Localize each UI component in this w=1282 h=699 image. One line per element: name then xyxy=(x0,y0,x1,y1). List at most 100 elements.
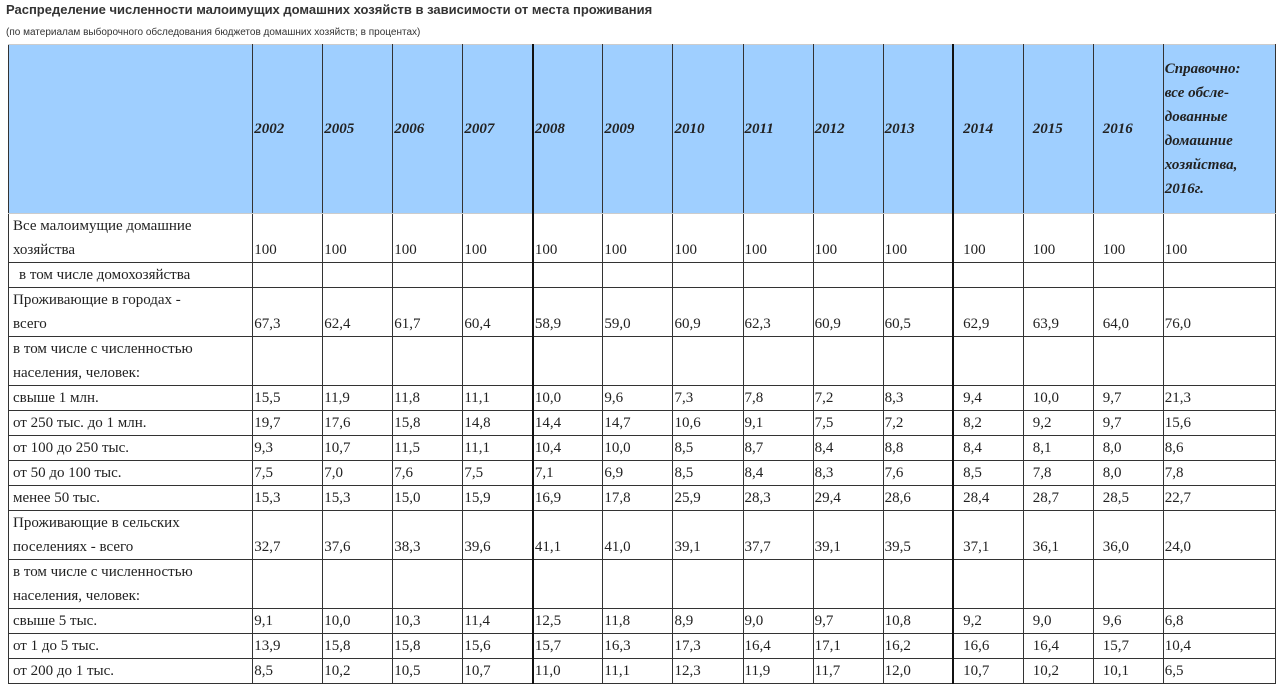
table-row: от 1 до 5 тыс. 13,9 15,8 15,8 15,6 15,7 16,3 17… xyxy=(7,633,1277,659)
value-cell: 10,6 xyxy=(672,410,744,436)
column-header: 2009 xyxy=(602,44,674,214)
value-cell: 11,4 xyxy=(462,608,534,634)
row-label: Проживающие в городах - всего xyxy=(7,287,254,337)
empty-cell xyxy=(812,336,884,386)
column-header: 2008 xyxy=(531,44,604,214)
value-cell: 62,4 xyxy=(322,287,394,337)
empty-cell xyxy=(602,336,674,386)
row-label: Проживающие в сельских поселениях - всег… xyxy=(7,510,254,560)
column-header: 2013 xyxy=(882,44,954,214)
value-cell: 15,8 xyxy=(322,633,394,659)
table-row: в том числе домохозяйства xyxy=(7,262,1277,288)
value-cell: 7,6 xyxy=(392,460,464,486)
value-cell: 16,4 xyxy=(1022,633,1094,659)
value-cell: 8,5 xyxy=(672,460,744,486)
value-cell: 8,8 xyxy=(882,435,954,461)
empty-cell xyxy=(812,559,884,609)
value-cell: 7,8 xyxy=(1022,460,1094,486)
value-cell: 9,3 xyxy=(252,435,324,461)
column-header: 2006 xyxy=(392,44,464,214)
value-cell: 9,7 xyxy=(812,608,884,634)
column-header: 2005 xyxy=(322,44,394,214)
column-header: 2015 xyxy=(1022,44,1094,214)
value-cell: 7,0 xyxy=(322,460,394,486)
empty-cell xyxy=(672,336,744,386)
empty-cell xyxy=(322,262,394,288)
column-header: 2002 xyxy=(252,44,324,214)
value-cell: 100 xyxy=(742,213,814,263)
value-cell: 100 xyxy=(672,213,744,263)
subtitle: (по материалам выборочного обследования … xyxy=(6,27,421,38)
table-row: Проживающие в сельских поселениях - всег… xyxy=(7,510,1277,560)
value-cell: 60,9 xyxy=(812,287,884,337)
value-cell: 37,6 xyxy=(322,510,394,560)
value-cell: 100 xyxy=(392,213,464,263)
empty-cell xyxy=(742,262,814,288)
value-cell: 11,7 xyxy=(812,658,884,684)
empty-cell xyxy=(322,559,394,609)
value-cell: 9,7 xyxy=(1092,385,1164,411)
value-cell: 10,4 xyxy=(1162,633,1277,659)
value-cell: 10,4 xyxy=(531,435,604,461)
empty-cell xyxy=(392,262,464,288)
value-cell: 6,9 xyxy=(602,460,674,486)
value-cell: 32,7 xyxy=(252,510,324,560)
value-cell: 8,4 xyxy=(952,435,1024,461)
value-cell: 12,3 xyxy=(672,658,744,684)
value-cell: 60,5 xyxy=(882,287,954,337)
empty-cell xyxy=(252,262,324,288)
value-cell: 15,7 xyxy=(1092,633,1164,659)
value-cell: 7,3 xyxy=(672,385,744,411)
value-cell: 7,8 xyxy=(1162,460,1277,486)
value-cell: 10,1 xyxy=(1092,658,1164,684)
value-cell: 17,6 xyxy=(322,410,394,436)
table-row: Проживающие в городах - всего 67,3 62,4 61,… xyxy=(7,287,1277,337)
row-label: в том числе домохозяйства xyxy=(7,262,254,288)
value-cell: 36,1 xyxy=(1022,510,1094,560)
value-cell: 76,0 xyxy=(1162,287,1277,337)
value-cell: 11,9 xyxy=(742,658,814,684)
value-cell: 63,9 xyxy=(1022,287,1094,337)
value-cell: 7,5 xyxy=(812,410,884,436)
value-cell: 39,6 xyxy=(462,510,534,560)
value-cell: 17,3 xyxy=(672,633,744,659)
empty-cell xyxy=(462,336,534,386)
row-label: свыше 5 тыс. xyxy=(7,608,254,634)
value-cell: 7,5 xyxy=(252,460,324,486)
value-cell: 15,8 xyxy=(392,633,464,659)
value-cell: 9,0 xyxy=(1022,608,1094,634)
table-row: менее 50 тыс. 15,3 15,3 15,0 15,9 16,9 17,8 25,… xyxy=(7,485,1277,511)
value-cell: 100 xyxy=(602,213,674,263)
value-cell: 15,0 xyxy=(392,485,464,511)
value-cell: 12,0 xyxy=(882,658,954,684)
value-cell: 7,5 xyxy=(462,460,534,486)
column-header: Справочно: все обсле- дованные домашние … xyxy=(1162,44,1277,214)
row-label: от 1 до 5 тыс. xyxy=(7,633,254,659)
value-cell: 17,1 xyxy=(812,633,884,659)
value-cell: 11,1 xyxy=(462,435,534,461)
value-cell: 10,7 xyxy=(462,658,534,684)
value-cell: 11,8 xyxy=(602,608,674,634)
empty-cell xyxy=(882,336,954,386)
value-cell: 10,0 xyxy=(602,435,674,461)
value-cell: 9,1 xyxy=(252,608,324,634)
empty-cell xyxy=(531,336,604,386)
value-cell: 10,0 xyxy=(1022,385,1094,411)
value-cell: 6,5 xyxy=(1162,658,1277,684)
value-cell: 8,4 xyxy=(742,460,814,486)
value-cell: 16,3 xyxy=(602,633,674,659)
value-cell: 7,8 xyxy=(742,385,814,411)
value-cell: 100 xyxy=(531,213,604,263)
column-header: 2016 xyxy=(1092,44,1164,214)
empty-cell xyxy=(952,262,1024,288)
value-cell: 100 xyxy=(252,213,324,263)
value-cell: 9,6 xyxy=(602,385,674,411)
value-cell: 10,2 xyxy=(322,658,394,684)
value-cell: 15,6 xyxy=(1162,410,1277,436)
row-label: от 200 до 1 тыс. xyxy=(7,658,254,684)
value-cell: 15,3 xyxy=(252,485,324,511)
value-cell: 8,7 xyxy=(742,435,814,461)
table-row: от 100 до 250 тыс. 9,3 10,7 11,5 11,1 10,4 10,… xyxy=(7,435,1277,461)
empty-cell xyxy=(322,336,394,386)
empty-cell xyxy=(252,336,324,386)
